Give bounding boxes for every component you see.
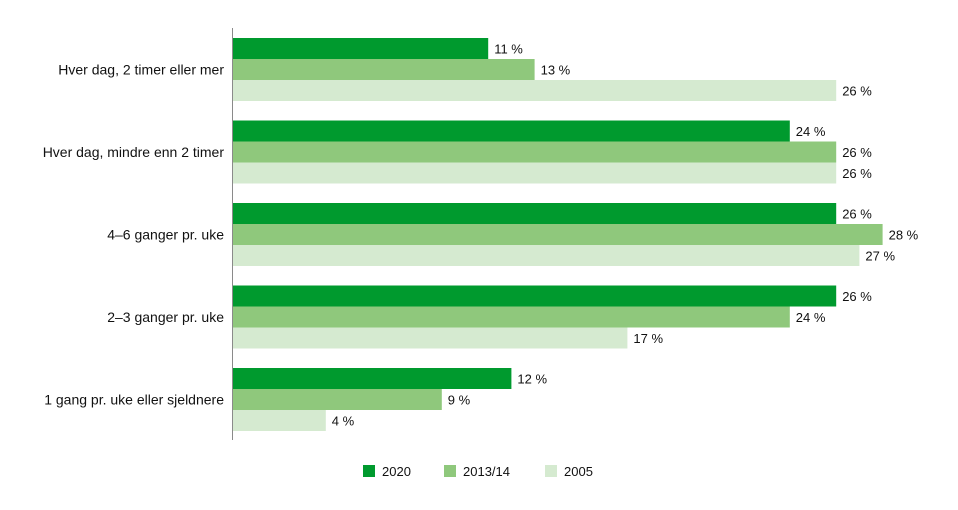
bar-3-2 [233,327,628,349]
bar-0-2 [233,80,837,101]
category-label-4: 1 gang pr. uke eller sjeldnere [44,392,224,408]
bar-4-2 [233,410,326,431]
category-labels-group: Hver dag, 2 timer eller mer Hver dag, min… [43,62,225,408]
bar-2-2 [233,245,860,266]
value-labels-group: 11 % 13 % 26 % 24 % 26 % 26 % 26 % 28 % 27 % 26 %… [332,42,919,429]
bar-3-1 [233,306,790,328]
bar-1-1 [233,141,837,163]
category-label-3: 2–3 ganger pr. uke [107,309,224,325]
legend-swatch-2 [545,465,557,477]
value-label-3-2: 17 % [633,331,663,346]
legend-label-0: 2020 [382,464,411,479]
category-label-0: Hver dag, 2 timer eller mer [58,62,224,78]
value-label-3-0: 26 % [842,289,872,304]
value-label-1-2: 26 % [842,166,872,181]
bar-0-0 [233,38,489,59]
bar-0-1 [233,59,535,80]
value-label-1-1: 26 % [842,145,872,160]
value-label-0-1: 13 % [541,63,571,78]
category-label-1: Hver dag, mindre enn 2 timer [43,144,225,160]
value-label-2-2: 27 % [865,249,895,264]
value-label-2-0: 26 % [842,207,872,222]
legend-label-1: 2013/14 [463,464,510,479]
bars-group [233,38,883,431]
bar-2-0 [233,203,837,224]
legend-swatch-1 [444,465,456,477]
value-label-4-0: 12 % [517,372,547,387]
bar-1-2 [233,162,837,184]
value-label-1-0: 24 % [796,124,826,139]
value-label-4-1: 9 % [448,393,471,408]
bar-2-1 [233,224,883,245]
value-label-4-2: 4 % [332,414,355,429]
bar-3-0 [233,285,837,307]
category-label-2: 4–6 ganger pr. uke [107,227,224,243]
value-label-0-2: 26 % [842,84,872,99]
value-label-2-1: 28 % [889,228,919,243]
bar-1-0 [233,120,790,142]
legend-swatch-0 [363,465,375,477]
bar-4-0 [233,368,512,389]
value-label-3-1: 24 % [796,310,826,325]
value-label-0-0: 11 % [494,42,523,57]
legend-label-2: 2005 [564,464,593,479]
legend: 2020 2013/14 2005 [363,464,593,479]
bar-4-1 [233,389,442,410]
